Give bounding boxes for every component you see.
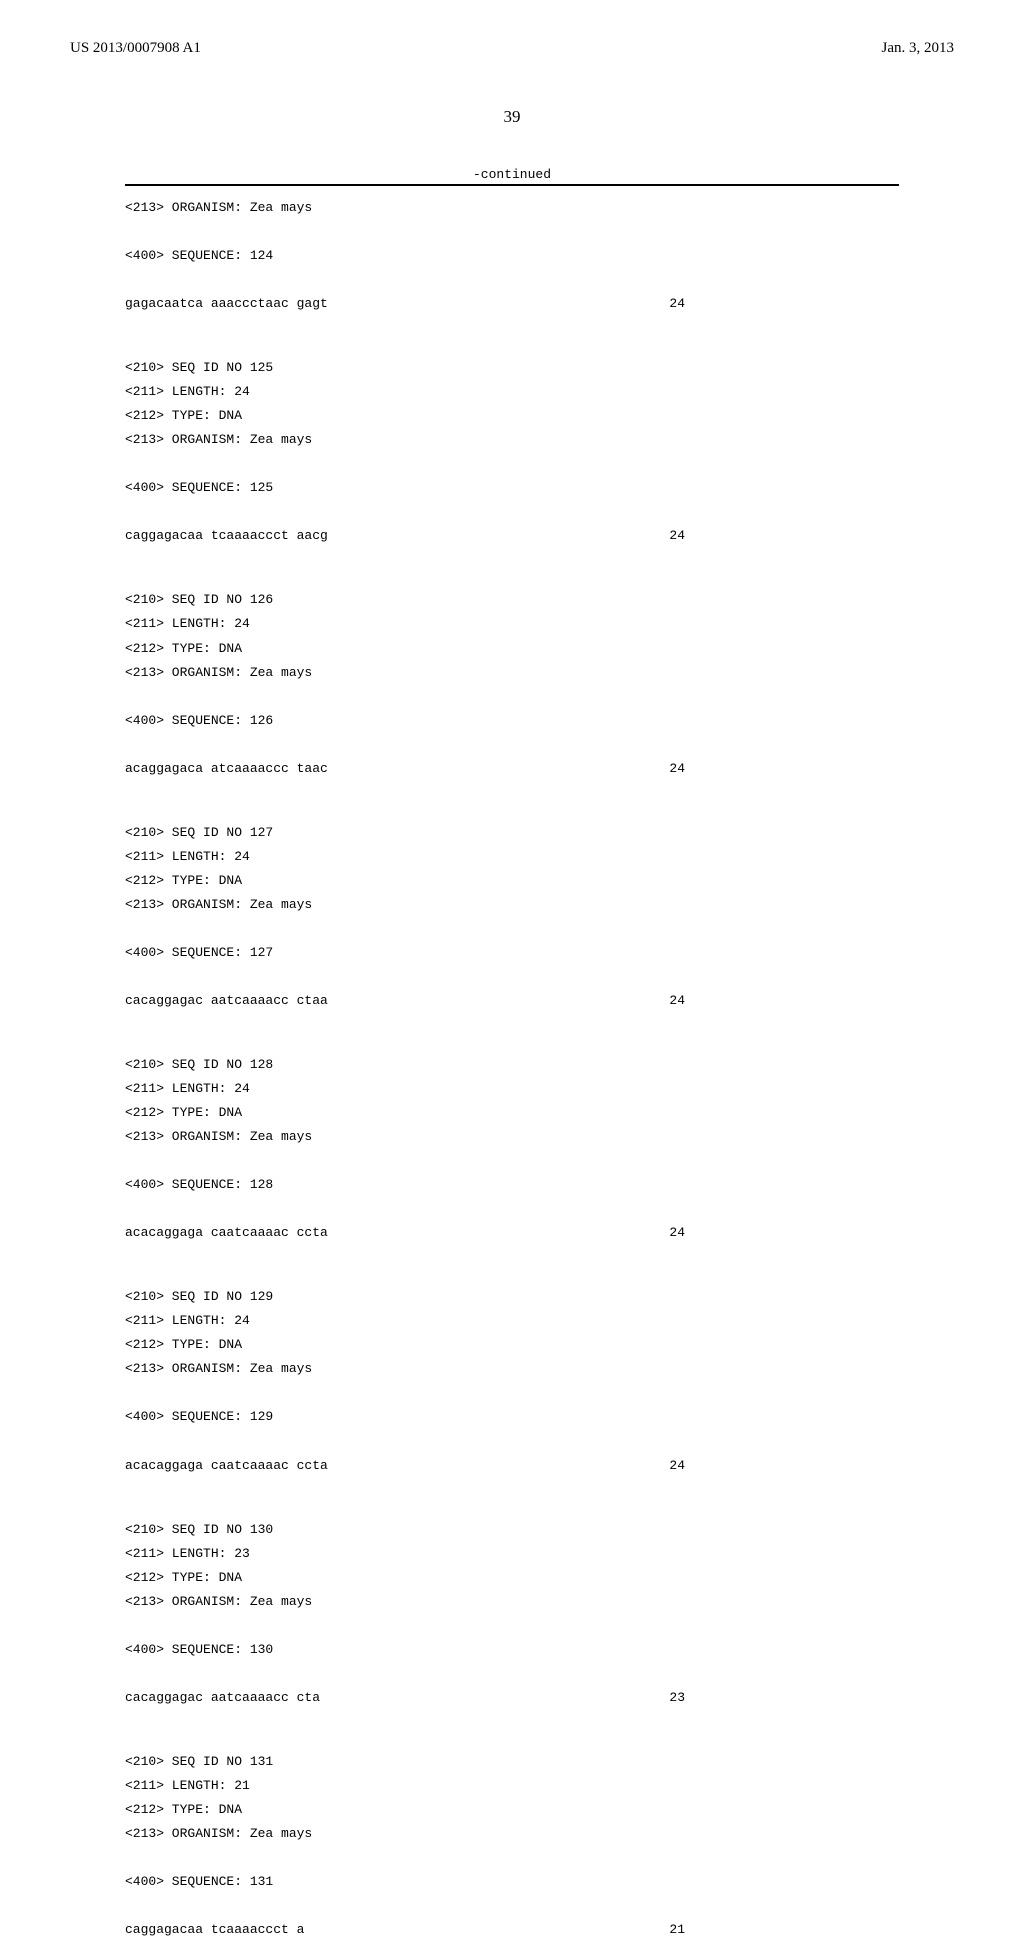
sequence-row: cacaggagac aatcaaaacc ctaa 24	[125, 989, 685, 1013]
sequence-length: 24	[669, 1454, 685, 1478]
page-header: US 2013/0007908 A1 Jan. 3, 2013	[70, 40, 954, 57]
spacer	[125, 1614, 899, 1638]
sequence-row: caggagacaa tcaaaaccct a 21	[125, 1918, 685, 1942]
divider-line	[125, 184, 899, 186]
spacer	[125, 965, 899, 989]
sequence-row: acaggagaca atcaaaaccc taac 24	[125, 757, 685, 781]
sequence-meta-line: <212> TYPE: DNA	[125, 1566, 899, 1590]
sequence-meta-line: <210> SEQ ID NO 126	[125, 588, 899, 612]
sequence-text: caggagacaa tcaaaaccct a	[125, 1918, 304, 1942]
spacer	[125, 1245, 899, 1285]
sequence-label: <400> SEQUENCE: 130	[125, 1638, 899, 1662]
spacer	[125, 781, 899, 821]
sequence-meta-line: <212> TYPE: DNA	[125, 1333, 899, 1357]
sequence-meta-line: <213> ORGANISM: Zea mays	[125, 196, 899, 220]
sequence-meta-line: <210> SEQ ID NO 130	[125, 1518, 899, 1542]
sequence-meta-line: <213> ORGANISM: Zea mays	[125, 1125, 899, 1149]
spacer	[125, 1381, 899, 1405]
sequence-meta-line: <210> SEQ ID NO 127	[125, 821, 899, 845]
spacer	[125, 1894, 899, 1918]
spacer	[125, 1662, 899, 1686]
page-number: 39	[70, 107, 954, 127]
sequence-label: <400> SEQUENCE: 128	[125, 1173, 899, 1197]
sequence-meta-line: <211> LENGTH: 21	[125, 1774, 899, 1798]
sequence-meta-line: <213> ORGANISM: Zea mays	[125, 893, 899, 917]
sequence-length: 21	[669, 1918, 685, 1942]
sequence-text: gagacaatca aaaccctaac gagt	[125, 292, 328, 316]
spacer	[125, 500, 899, 524]
spacer	[125, 316, 899, 356]
sequence-meta-line: <213> ORGANISM: Zea mays	[125, 428, 899, 452]
spacer	[125, 1197, 899, 1221]
sequence-row: acacaggaga caatcaaaac ccta 24	[125, 1221, 685, 1245]
spacer	[125, 1846, 899, 1870]
sequence-meta-line: <212> TYPE: DNA	[125, 637, 899, 661]
sequence-meta-line: <211> LENGTH: 24	[125, 1077, 899, 1101]
spacer	[125, 1149, 899, 1173]
sequence-length: 24	[669, 292, 685, 316]
sequence-label: <400> SEQUENCE: 124	[125, 244, 899, 268]
spacer	[125, 1710, 899, 1750]
spacer	[125, 268, 899, 292]
sequence-meta-line: <212> TYPE: DNA	[125, 404, 899, 428]
sequence-row: acacaggaga caatcaaaac ccta 24	[125, 1454, 685, 1478]
sequence-length: 23	[669, 1686, 685, 1710]
spacer	[125, 733, 899, 757]
sequence-meta-line: <211> LENGTH: 24	[125, 845, 899, 869]
sequence-text: acacaggaga caatcaaaac ccta	[125, 1454, 328, 1478]
sequence-length: 24	[669, 524, 685, 548]
sequence-text: cacaggagac aatcaaaacc ctaa	[125, 989, 328, 1013]
sequence-text: acaggagaca atcaaaaccc taac	[125, 757, 328, 781]
sequence-meta-line: <211> LENGTH: 24	[125, 612, 899, 636]
sequence-meta-line: <213> ORGANISM: Zea mays	[125, 661, 899, 685]
sequence-label: <400> SEQUENCE: 125	[125, 476, 899, 500]
sequence-text: acacaggaga caatcaaaac ccta	[125, 1221, 328, 1245]
continued-label: -continued	[70, 167, 954, 182]
sequence-label: <400> SEQUENCE: 131	[125, 1870, 899, 1894]
sequence-meta-line: <210> SEQ ID NO 128	[125, 1053, 899, 1077]
sequence-meta-line: <213> ORGANISM: Zea mays	[125, 1822, 899, 1846]
sequence-meta-line: <212> TYPE: DNA	[125, 1101, 899, 1125]
sequence-label: <400> SEQUENCE: 126	[125, 709, 899, 733]
sequence-row: caggagacaa tcaaaaccct aacg 24	[125, 524, 685, 548]
sequence-row: gagacaatca aaaccctaac gagt 24	[125, 292, 685, 316]
sequence-label: <400> SEQUENCE: 129	[125, 1405, 899, 1429]
sequence-length: 24	[669, 1221, 685, 1245]
spacer	[125, 452, 899, 476]
sequence-meta-line: <211> LENGTH: 24	[125, 380, 899, 404]
sequence-meta-line: <210> SEQ ID NO 129	[125, 1285, 899, 1309]
sequence-meta-line: <212> TYPE: DNA	[125, 869, 899, 893]
sequence-text: cacaggagac aatcaaaacc cta	[125, 1686, 320, 1710]
spacer	[125, 1430, 899, 1454]
sequence-meta-line: <212> TYPE: DNA	[125, 1798, 899, 1822]
sequence-label: <400> SEQUENCE: 127	[125, 941, 899, 965]
sequence-length: 24	[669, 989, 685, 1013]
spacer	[125, 1478, 899, 1518]
sequence-meta-line: <213> ORGANISM: Zea mays	[125, 1357, 899, 1381]
sequence-text: caggagacaa tcaaaaccct aacg	[125, 524, 328, 548]
sequence-meta-line: <213> ORGANISM: Zea mays	[125, 1590, 899, 1614]
sequence-meta-line: <210> SEQ ID NO 125	[125, 356, 899, 380]
spacer	[125, 1013, 899, 1053]
sequence-listing: <213> ORGANISM: Zea mays <400> SEQUENCE: …	[70, 196, 954, 1942]
sequence-meta-line: <211> LENGTH: 24	[125, 1309, 899, 1333]
sequence-meta-line: <210> SEQ ID NO 131	[125, 1750, 899, 1774]
spacer	[125, 917, 899, 941]
sequence-length: 24	[669, 757, 685, 781]
sequence-meta-line: <211> LENGTH: 23	[125, 1542, 899, 1566]
spacer	[125, 548, 899, 588]
doc-number: US 2013/0007908 A1	[70, 40, 201, 57]
spacer	[125, 220, 899, 244]
spacer	[125, 685, 899, 709]
sequence-row: cacaggagac aatcaaaacc cta 23	[125, 1686, 685, 1710]
doc-date: Jan. 3, 2013	[882, 40, 955, 57]
